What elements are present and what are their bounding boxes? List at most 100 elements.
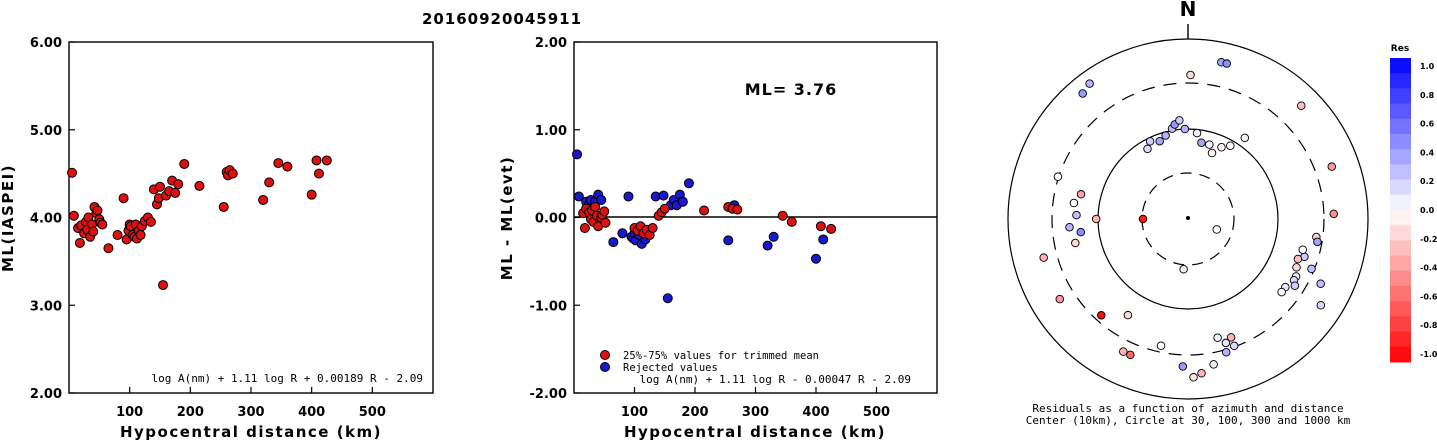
x-tick-label: 200 <box>681 405 708 420</box>
left-plot-frame <box>68 41 434 394</box>
residual-point <box>1156 341 1166 351</box>
residual-point <box>1222 59 1232 68</box>
residual-point <box>1072 210 1081 220</box>
x-tick-label: 200 <box>177 405 204 420</box>
y-tick-label: 1.00 <box>535 124 567 139</box>
ring-30km <box>1141 172 1235 266</box>
left-y-axis-label: ML(IASPEI) <box>0 164 17 272</box>
colorbar-swatch <box>1390 88 1411 105</box>
data-point <box>145 216 156 227</box>
residual-point <box>1178 362 1188 371</box>
residual-point <box>1138 214 1148 224</box>
colorbar-tick-label: -0.4 <box>1420 264 1437 273</box>
residual-point <box>1212 225 1222 234</box>
residual-point <box>1076 190 1086 199</box>
data-point <box>762 240 773 251</box>
data-point <box>579 223 590 234</box>
data-point <box>826 223 837 234</box>
legend-label-rejected: Rejected values <box>623 362 718 374</box>
data-point <box>723 235 734 246</box>
residual-point <box>1097 311 1106 320</box>
data-point <box>659 203 670 214</box>
residual-point <box>1143 144 1152 154</box>
residual-point <box>1207 148 1217 158</box>
data-point <box>112 230 123 241</box>
colorbar-swatch <box>1390 58 1411 74</box>
data-point <box>258 194 269 205</box>
colorbar-swatch <box>1390 270 1411 287</box>
data-point <box>67 167 78 178</box>
residual-point <box>1209 360 1218 369</box>
figure-title: 20160920045911 <box>422 10 582 28</box>
colorbar-swatch <box>1390 286 1411 302</box>
data-point <box>600 217 611 228</box>
residual-point <box>1329 209 1338 219</box>
data-point <box>732 204 743 215</box>
residual-point <box>1197 368 1206 378</box>
middle-axis-ticks: 100 200 300 400 500 -2.00 -1.00 0.00 1.00 2.00 <box>530 36 891 420</box>
x-tick-label: 300 <box>742 405 769 420</box>
colorbar-swatch <box>1390 179 1411 196</box>
x-tick-label: 100 <box>116 405 143 420</box>
colorbar-tick-label: 0.8 <box>1420 91 1435 100</box>
data-point <box>777 210 788 221</box>
data-point <box>647 223 658 234</box>
data-point <box>623 191 634 202</box>
data-point <box>68 210 79 221</box>
data-point <box>811 253 821 264</box>
left-panel: 100 200 300 400 500 2.00 3.00 4.00 5.00 6.00 log … <box>0 36 434 441</box>
data-point <box>608 237 619 248</box>
data-point <box>92 205 103 216</box>
y-tick-label: 4.00 <box>30 212 62 227</box>
data-point <box>179 158 190 169</box>
residual-point <box>1071 238 1080 248</box>
residual-point <box>1226 141 1235 150</box>
residual-point <box>1221 338 1231 348</box>
data-point <box>97 219 108 230</box>
data-point <box>264 177 275 188</box>
middle-data-points <box>572 149 837 304</box>
polar-caption-line-1: Residuals as a function of azimuth and d… <box>1032 402 1343 415</box>
residual-point <box>1327 162 1337 171</box>
residual-point <box>1085 79 1094 88</box>
residual-point <box>1316 279 1325 288</box>
data-point <box>662 293 673 304</box>
data-point <box>321 155 332 166</box>
middle-panel: 100 200 300 400 500 -2.00 -1.00 0.00 1.00 2.00 ML… <box>498 36 938 441</box>
y-tick-label: 0.00 <box>535 212 567 227</box>
middle-y-axis-label: ML - ML(evt) <box>498 156 516 280</box>
ml-value: ML= 3.76 <box>745 80 838 99</box>
x-tick-label: 400 <box>298 405 325 420</box>
left-data-points <box>67 155 332 291</box>
residual-point <box>1226 333 1236 342</box>
x-tick-label: 400 <box>802 405 829 420</box>
data-point <box>88 226 99 237</box>
colorbar-ticks: 1.0 0.8 0.6 0.4 0.2 0.0 -0.2 -0.4 -0.6 -0.8 -1.0 <box>1420 62 1437 359</box>
polar-panel: N Residuals as a function of azimuth and… <box>1007 0 1369 427</box>
ring-300km <box>1051 82 1325 356</box>
residual-point <box>1119 347 1128 356</box>
residual-point <box>1055 294 1065 304</box>
colorbar-swatch <box>1390 301 1411 317</box>
residual-point <box>1161 131 1170 140</box>
residual-point <box>1217 142 1226 152</box>
residual-point <box>1316 301 1326 310</box>
residual-point <box>1290 281 1300 291</box>
colorbar-swatch <box>1390 316 1411 333</box>
residual-point <box>1053 172 1063 181</box>
polar-caption-line-2: Center (10km), Circle at 30, 100, 300 an… <box>1026 414 1351 427</box>
residual-point <box>1186 70 1195 80</box>
colorbar-swatch <box>1390 331 1411 348</box>
residual-point <box>1069 198 1079 208</box>
residual-point <box>1277 287 1286 297</box>
colorbar-tick-label: -0.2 <box>1420 235 1437 244</box>
y-tick-label: 6.00 <box>30 36 62 51</box>
data-point <box>596 194 607 205</box>
residual-point <box>1175 116 1184 125</box>
residual-point <box>1307 264 1316 274</box>
colorbar-tick-label: 0.6 <box>1420 120 1435 129</box>
colorbar-swatch <box>1390 134 1411 150</box>
residual-point <box>1297 101 1306 110</box>
x-tick-label: 500 <box>359 405 386 420</box>
data-point <box>74 237 85 248</box>
